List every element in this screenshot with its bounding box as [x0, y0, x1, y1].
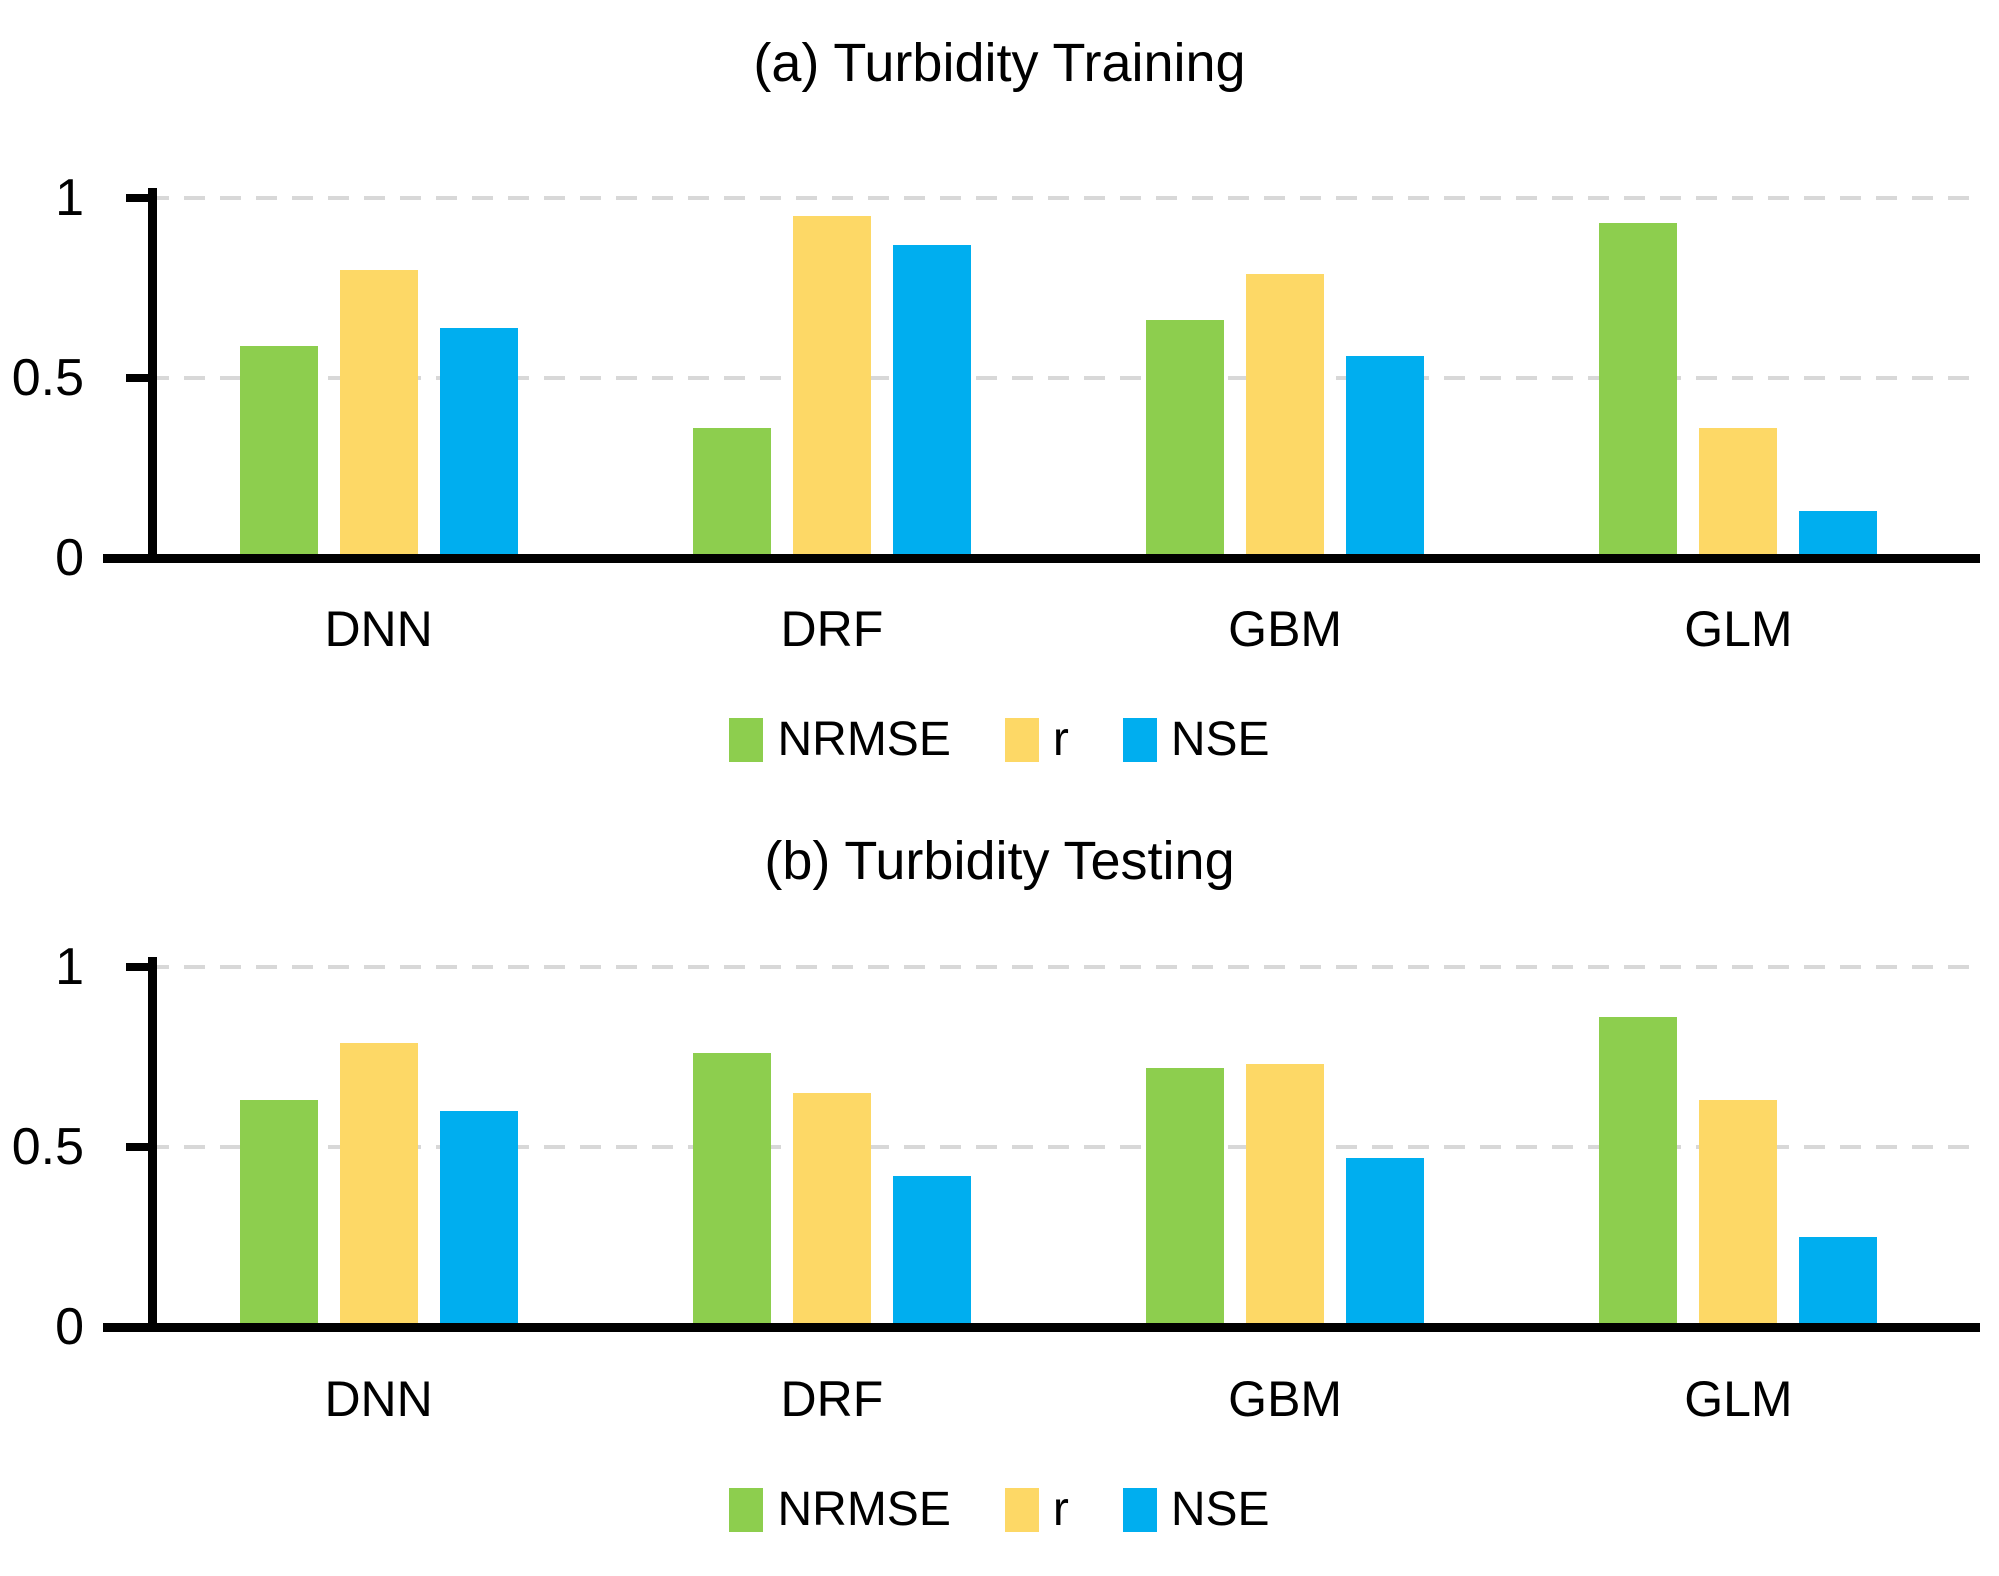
bar-b-glm-nrmse — [1599, 1017, 1678, 1327]
bar-a-gbm-r — [1246, 273, 1325, 558]
x-label-drf: DRF — [780, 601, 884, 657]
bar-group-drf — [692, 198, 971, 558]
y-tick-mark-0-5 — [126, 374, 152, 382]
legend-label-r: r — [1052, 713, 1069, 766]
legend-label-nrmse: NRMSE — [777, 713, 951, 766]
gridline-0-5 — [148, 1145, 1980, 1149]
bar-b-dnn-r — [339, 1042, 418, 1327]
y-tick-label-0-5: 0.5 — [11, 1118, 84, 1176]
legend-label-nrmse: NRMSE — [777, 1483, 951, 1536]
bar-b-dnn-nrmse — [239, 1100, 318, 1327]
panel-b-x-axis-labels: DNN DRF GBM GLM — [152, 1370, 1965, 1428]
bar-a-glm-nse — [1799, 511, 1878, 558]
y-tick-mark-1 — [126, 194, 152, 202]
legend-item-nse: NSE — [1122, 1482, 1270, 1538]
panel-b-title: (b) Turbidity Testing — [764, 831, 1235, 891]
bar-b-glm-nse — [1799, 1237, 1878, 1327]
legend-item-nrmse: NRMSE — [729, 712, 951, 768]
bar-b-drf-r — [792, 1093, 871, 1327]
bar-a-dnn-nse — [439, 327, 518, 558]
legend-item-r: r — [1004, 1482, 1069, 1538]
bar-b-gbm-nse — [1346, 1157, 1425, 1327]
bar-group-glm — [1599, 198, 1878, 558]
panel-turbidity-testing: (b) Turbidity Testing 1 0.5 0 — [0, 788, 1999, 1576]
bar-a-gbm-nse — [1346, 356, 1425, 558]
x-label-glm: GLM — [1684, 1371, 1793, 1427]
panel-turbidity-training: (a) Turbidity Training 1 0.5 0 — [0, 0, 1999, 788]
panel-b-bar-groups — [152, 967, 1965, 1327]
panel-b-plot-area — [103, 957, 1980, 1332]
legend-swatch-nse — [1122, 718, 1157, 762]
y-tick-label-1: 1 — [55, 938, 84, 996]
legend-swatch-r — [1004, 718, 1039, 762]
x-label-dnn: DNN — [324, 1371, 433, 1427]
bar-group-gbm — [1146, 967, 1425, 1327]
x-axis-line — [103, 554, 1980, 563]
bar-b-drf-nrmse — [692, 1053, 771, 1327]
x-label-gbm: GBM — [1228, 601, 1343, 657]
y-tick-label-0: 0 — [55, 1298, 84, 1356]
bar-group-dnn — [239, 198, 518, 558]
x-label-gbm: GBM — [1228, 1371, 1343, 1427]
x-label-glm: GLM — [1684, 601, 1793, 657]
bar-a-drf-nrmse — [692, 428, 771, 558]
panel-a-title: (a) Turbidity Training — [753, 33, 1246, 93]
panel-b-legend: NRMSE r NSE — [0, 1482, 1999, 1538]
bar-a-dnn-nrmse — [239, 345, 318, 558]
gridline-1 — [148, 965, 1980, 969]
bar-group-gbm — [1146, 198, 1425, 558]
panel-a-plot-area — [103, 188, 1980, 563]
bar-a-glm-r — [1699, 428, 1778, 558]
y-axis-line — [148, 957, 157, 1331]
bar-b-gbm-nrmse — [1146, 1067, 1225, 1327]
panel-b-y-axis-labels: 1 0.5 0 — [0, 788, 112, 1576]
y-tick-mark-1 — [126, 963, 152, 971]
x-label-drf: DRF — [780, 1371, 884, 1427]
y-tick-label-0: 0 — [55, 529, 84, 587]
x-axis-line — [103, 1323, 1980, 1332]
panel-a-bar-groups — [152, 198, 1965, 558]
bar-group-dnn — [239, 967, 518, 1327]
gridline-1 — [148, 196, 1980, 200]
panel-a-legend: NRMSE r NSE — [0, 712, 1999, 768]
bar-b-drf-nse — [892, 1175, 971, 1327]
legend-item-nse: NSE — [1122, 712, 1270, 768]
bar-group-glm — [1599, 967, 1878, 1327]
bar-b-gbm-r — [1246, 1064, 1325, 1327]
legend-swatch-nrmse — [729, 718, 764, 762]
bar-a-glm-nrmse — [1599, 223, 1678, 558]
bar-b-glm-r — [1699, 1100, 1778, 1327]
bar-a-drf-nse — [892, 244, 971, 558]
y-axis-line — [148, 188, 157, 562]
legend-label-nse: NSE — [1170, 1483, 1270, 1536]
panel-a-x-axis-labels: DNN DRF GBM GLM — [152, 600, 1965, 658]
bar-b-dnn-nse — [439, 1111, 518, 1327]
bar-a-gbm-nrmse — [1146, 320, 1225, 558]
y-tick-label-1: 1 — [55, 169, 84, 227]
bar-group-drf — [692, 967, 971, 1327]
x-label-dnn: DNN — [324, 601, 433, 657]
legend-label-r: r — [1052, 1483, 1069, 1536]
y-tick-label-0-5: 0.5 — [11, 349, 84, 407]
y-tick-mark-0-5 — [126, 1143, 152, 1151]
legend-label-nse: NSE — [1170, 713, 1270, 766]
legend-item-nrmse: NRMSE — [729, 1482, 951, 1538]
bar-a-dnn-r — [339, 270, 418, 558]
bar-a-drf-r — [792, 216, 871, 558]
gridline-0-5 — [148, 376, 1980, 380]
legend-swatch-r — [1004, 1488, 1039, 1532]
legend-swatch-nrmse — [729, 1488, 764, 1532]
legend-item-r: r — [1004, 712, 1069, 768]
panel-a-y-axis-labels: 1 0.5 0 — [0, 0, 112, 788]
legend-swatch-nse — [1122, 1488, 1157, 1532]
